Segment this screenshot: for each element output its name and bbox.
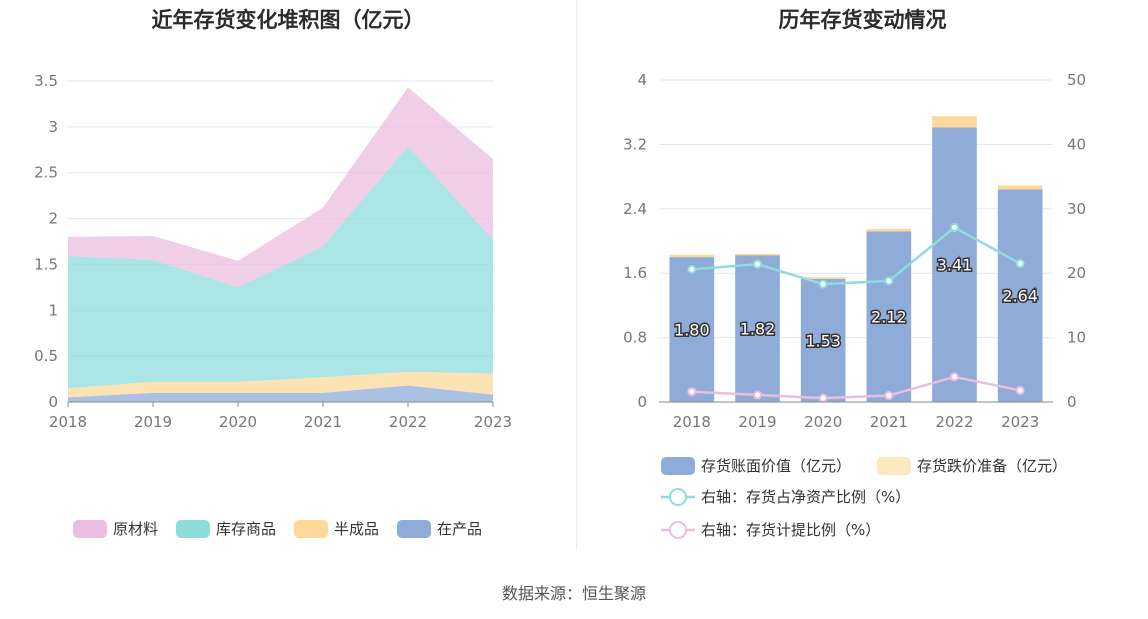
left-chart-title: 近年存货变化堆积图（亿元） (151, 8, 425, 32)
x-tick-label: 2018 (673, 413, 711, 431)
legend-swatch (397, 520, 431, 538)
stacked-area-chart-panel: 近年存货变化堆积图（亿元） 0 0.5 1 1.5 2 2.5 3 3.5 2018 2019 20… (0, 0, 576, 560)
legend-label: 原材料 (113, 520, 158, 538)
legend-marker (669, 488, 687, 506)
bar-book-value (932, 127, 977, 403)
legend-label: 右轴：存货占净资产比例（%） (701, 488, 910, 506)
panel-divider (576, 0, 577, 550)
line-point (884, 391, 894, 401)
line-point (884, 276, 894, 286)
y2-tick-label: 50 (1067, 71, 1086, 89)
y-tick-label: 0.8 (623, 329, 647, 347)
x-tick-label: 2018 (49, 413, 87, 431)
y-tick-label: 1.6 (623, 264, 647, 282)
stacked-area-chart: 0 0.5 1 1.5 2 2.5 3 3.5 2018 2019 2020 2021 2022 2023… (34, 72, 512, 538)
bar-provision (669, 254, 715, 258)
legend-swatch (176, 520, 210, 538)
bar-line-chart-panel: 历年存货变动情况 0 0.8 1.6 2.4 3.2 4 0 10 20 30 40 50 1.80 1.… (577, 0, 1148, 560)
area-库存商品 (68, 146, 493, 389)
x-tick-label: 2022 (935, 413, 973, 431)
y-tick-label: 1.5 (34, 255, 58, 273)
bar-value-label: 2.64 (1002, 287, 1038, 306)
bar-provision (932, 116, 977, 128)
line-point (818, 393, 828, 403)
bar-provision (997, 185, 1043, 190)
legend-swatch (73, 520, 107, 538)
legend-swatch (877, 457, 911, 475)
x-tick-label: 2021 (870, 413, 908, 431)
line-series (691, 225, 1021, 286)
x-tick-label: 2021 (304, 413, 342, 431)
bar-book-value (866, 231, 912, 402)
bar-book-value (800, 278, 846, 402)
area-在产品 (68, 385, 493, 402)
bar-book-value (735, 255, 780, 402)
data-source: 数据来源：恒生聚源 (501, 584, 646, 603)
line-point (1015, 259, 1025, 269)
line-point (753, 259, 762, 269)
legend-label: 库存商品 (216, 520, 276, 538)
y-tick-label: 3.2 (623, 135, 647, 153)
legend-swatch (661, 457, 695, 475)
x-tick-label: 2023 (1001, 413, 1039, 431)
bar-value-label: 1.82 (740, 320, 776, 339)
line-point (950, 372, 959, 382)
y-tick-label: 2.5 (34, 164, 58, 182)
y2-tick-label: 20 (1067, 264, 1086, 282)
y2-tick-label: 10 (1067, 329, 1086, 347)
bar-book-value (997, 189, 1043, 402)
bar-book-value (669, 257, 715, 402)
y2-tick-label: 30 (1067, 200, 1086, 218)
y2-tick-label: 0 (1067, 393, 1077, 411)
y-tick-label: 1 (48, 301, 58, 319)
bar-provision (735, 253, 780, 256)
legend-label: 存货账面价值（亿元） (701, 457, 851, 475)
legend-label: 存货跌价准备（亿元） (917, 457, 1067, 475)
bar-value-label: 2.12 (871, 308, 907, 327)
line-point (753, 390, 762, 400)
x-tick-label: 2023 (474, 413, 512, 431)
y-tick-label: 0.5 (34, 347, 58, 365)
legend-swatch (294, 520, 328, 538)
legend-label: 在产品 (437, 520, 482, 538)
x-tick-label: 2019 (134, 413, 172, 431)
x-tick-label: 2022 (389, 413, 427, 431)
line-point (818, 279, 828, 289)
right-chart-title: 历年存货变动情况 (778, 8, 947, 32)
line-point (687, 387, 697, 397)
x-tick-label: 2020 (219, 413, 257, 431)
y-tick-label: 3 (48, 118, 58, 136)
area-原材料 (68, 87, 493, 288)
line-point (1015, 385, 1025, 395)
bar-value-label: 1.53 (805, 331, 841, 350)
y-tick-label: 0 (48, 393, 58, 411)
line-point (687, 264, 697, 274)
area-半成品 (68, 371, 493, 398)
bar-provision (800, 277, 846, 279)
bar-value-label: 3.41 (937, 256, 973, 275)
bar-value-label: 1.80 (674, 321, 710, 340)
line-series (691, 375, 1021, 400)
bar-provision (866, 228, 912, 232)
legend-label: 右轴：存货计提比例（%） (701, 521, 880, 539)
x-tick-label: 2020 (804, 413, 842, 431)
line-point (950, 222, 959, 232)
legend-label: 半成品 (334, 520, 379, 538)
y-tick-label: 2 (48, 210, 58, 228)
y-tick-label: 4 (637, 71, 647, 89)
y-tick-label: 3.5 (34, 72, 58, 90)
x-tick-label: 2019 (738, 413, 776, 431)
y2-tick-label: 40 (1067, 135, 1086, 153)
y-tick-label: 2.4 (623, 200, 647, 218)
y-tick-label: 0 (637, 393, 647, 411)
legend-marker (669, 521, 687, 539)
